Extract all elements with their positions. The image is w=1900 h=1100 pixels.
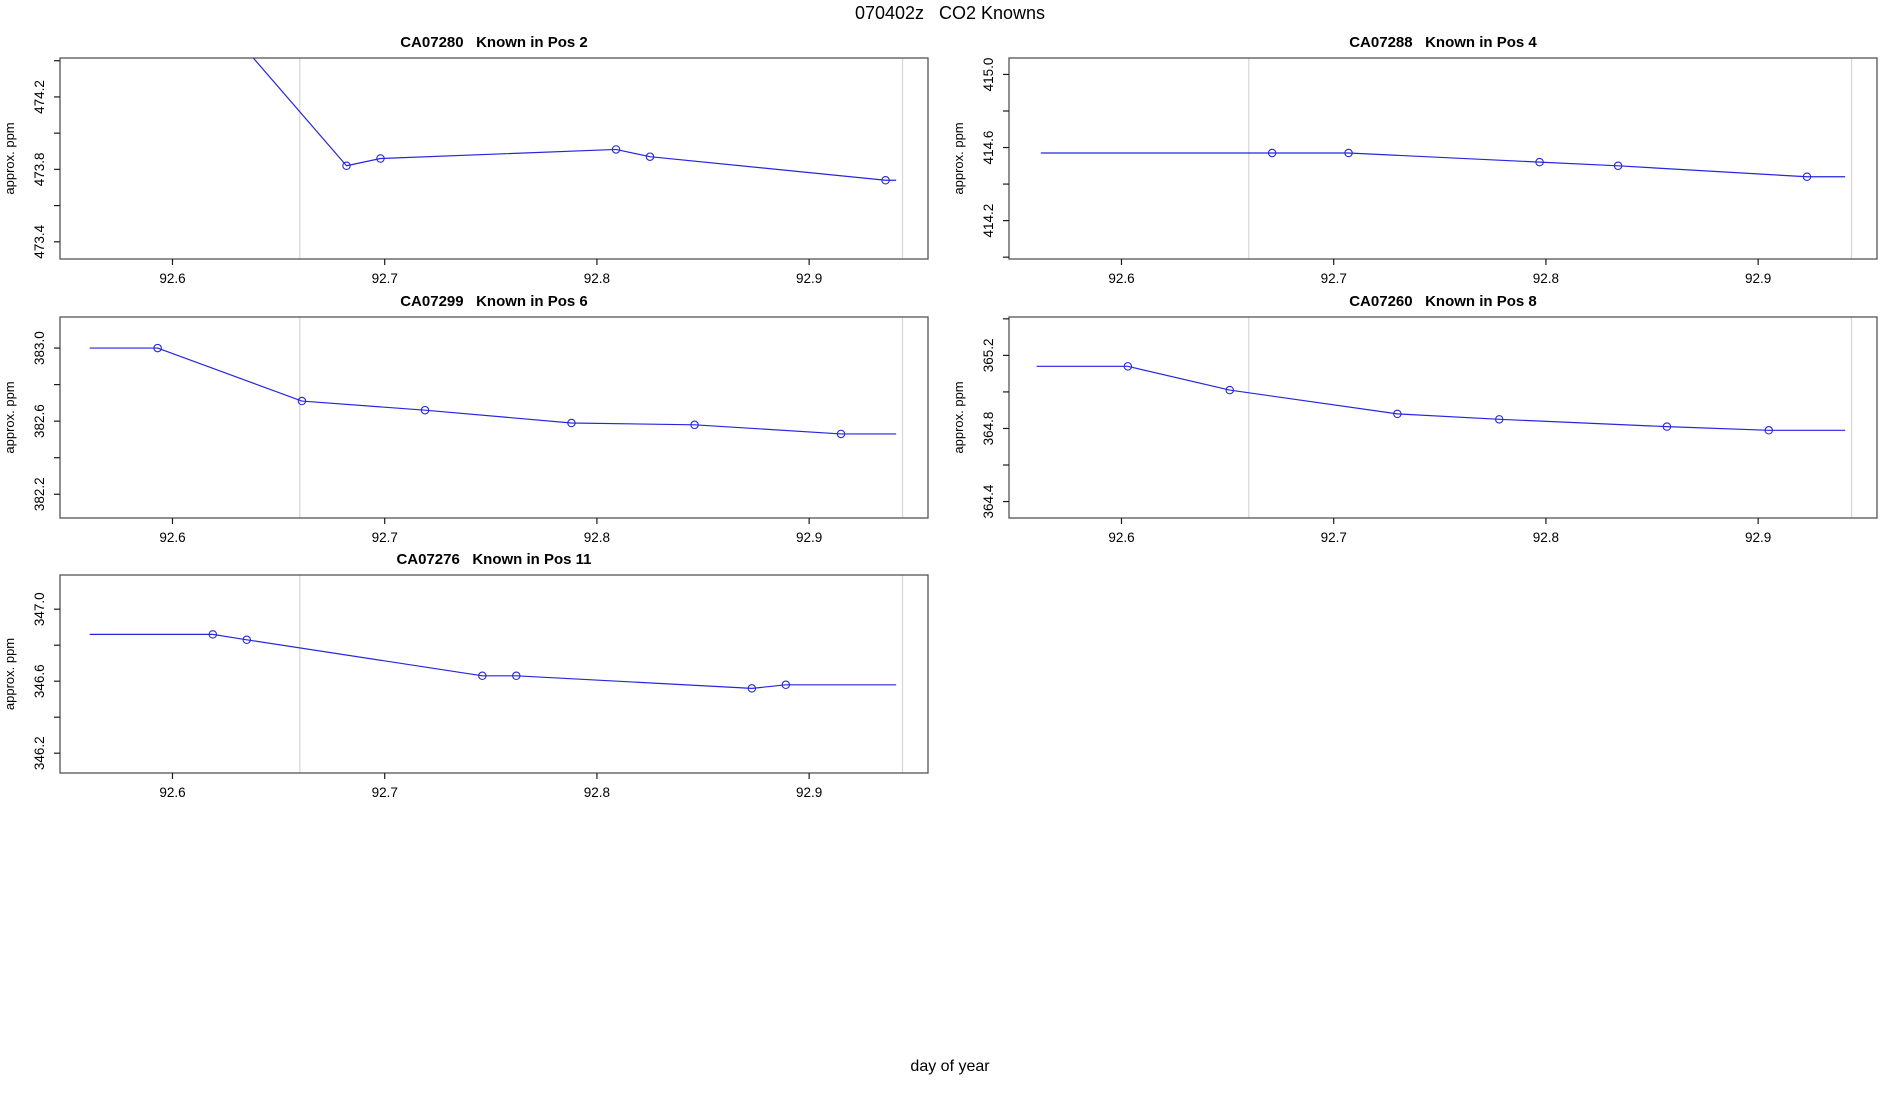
y-tick-label: 383.0 (32, 331, 47, 365)
data-point (881, 175, 890, 184)
x-tick-label: 92.8 (584, 271, 610, 286)
panel-border (1008, 56, 1878, 260)
data-point (153, 343, 162, 353)
x-tick-label: 92.7 (1321, 530, 1347, 545)
y-axis-label: approx. ppm (2, 638, 17, 710)
data-point (1535, 157, 1544, 166)
subplot-title: CA07260 Known in Pos 8 (1349, 293, 1537, 310)
data-point (1393, 409, 1402, 418)
data-point (297, 396, 307, 405)
y-tick-label: 346.2 (32, 737, 47, 771)
x-tick-label: 92.9 (1745, 271, 1771, 286)
data-point (1764, 425, 1774, 435)
x-tick-label: 92.6 (1108, 271, 1134, 286)
x-tick-label: 92.9 (796, 530, 822, 545)
x-tick-label: 92.8 (1533, 271, 1559, 286)
y-tick-label: 414.6 (981, 130, 996, 164)
x-axis-label: day of year (910, 1058, 990, 1075)
data-point (1494, 414, 1504, 424)
x-tick-label: 92.7 (1321, 271, 1347, 286)
figure-title: 070402z CO2 Knowns (854, 3, 1046, 23)
series-group (89, 634, 897, 690)
x-tick-label: 92.6 (159, 271, 185, 286)
subplot-chart-pos4: 92.6 92.7 92.8 92.9 414.2 414.6 415.0 CA07288 K… (951, 34, 1878, 286)
data-point (208, 630, 218, 639)
y-axis-label: approx. ppm (2, 122, 17, 194)
data-point (690, 420, 699, 429)
data-point (242, 635, 252, 645)
y-tick-label: 415.0 (981, 57, 996, 91)
data-point (1123, 361, 1133, 371)
y-tick-label: 347.0 (32, 593, 47, 627)
x-tick-label: 92.6 (159, 785, 185, 800)
data-point (1802, 172, 1812, 181)
data-point (342, 160, 351, 170)
panel-border (1008, 316, 1878, 519)
data-point (376, 153, 385, 163)
y-tick-label: 473.4 (32, 224, 47, 258)
subplot-chart-pos2: 92.6 92.7 92.8 92.9 473.4 473.8 474.2 CA07280 K… (2, 34, 929, 286)
x-tick-label: 92.6 (159, 530, 185, 545)
x-tick-label: 92.7 (372, 271, 398, 286)
data-point (512, 671, 521, 681)
x-tick-label: 92.9 (796, 785, 822, 800)
series-group (1036, 365, 1846, 431)
y-tick-label: 346.6 (32, 665, 47, 699)
series-line (89, 634, 897, 690)
data-point (478, 671, 487, 681)
data-point (420, 405, 430, 415)
x-tick-label: 92.8 (1533, 530, 1559, 545)
data-point (1613, 161, 1623, 170)
y-tick-label: 364.8 (981, 411, 996, 445)
y-tick-label: 414.2 (981, 203, 996, 237)
series-line (89, 347, 897, 435)
data-point (567, 418, 576, 427)
panel-border (59, 574, 929, 774)
series-line (252, 57, 897, 181)
y-axis-label: approx. ppm (951, 122, 966, 194)
data-point (747, 684, 757, 693)
y-axis-label: approx. ppm (2, 381, 17, 453)
data-point (645, 151, 655, 161)
subplot-title: CA07288 Known in Pos 4 (1349, 34, 1537, 51)
subplot-title: CA07299 Known in Pos 6 (400, 293, 588, 310)
series-line (1040, 151, 1846, 177)
panel-border (59, 56, 929, 260)
y-tick-label: 473.8 (32, 152, 47, 186)
series-group (1040, 151, 1846, 177)
panel-border (59, 316, 929, 519)
x-tick-label: 92.7 (372, 785, 398, 800)
y-tick-label: 382.6 (32, 404, 47, 438)
subplot-title: CA07276 Known in Pos 11 (396, 551, 591, 568)
data-point (1225, 385, 1234, 395)
y-tick-label: 474.2 (32, 80, 47, 114)
subplot-chart-pos8: 92.6 92.7 92.8 92.9 364.4 364.8 365.2 CA07260 K… (951, 293, 1878, 545)
series-group (89, 347, 897, 435)
data-point (836, 429, 846, 438)
y-axis-label: approx. ppm (951, 381, 966, 453)
series-line (1036, 365, 1846, 431)
data-point (1267, 148, 1277, 157)
x-tick-label: 92.9 (796, 271, 822, 286)
series-group (252, 57, 897, 181)
x-tick-label: 92.7 (372, 530, 398, 545)
subplot-chart-pos6: 92.6 92.7 92.8 92.9 382.2 382.6 383.0 CA07299 K… (2, 293, 929, 545)
x-tick-label: 92.9 (1745, 530, 1771, 545)
x-tick-label: 92.8 (584, 785, 610, 800)
data-point (781, 680, 791, 690)
subplot-title: CA07280 Known in Pos 2 (400, 34, 588, 51)
y-tick-label: 382.2 (32, 477, 47, 511)
data-point (1344, 148, 1353, 157)
x-tick-label: 92.8 (584, 530, 610, 545)
x-tick-label: 92.6 (1108, 530, 1134, 545)
subplot-chart-pos11: 92.6 92.7 92.8 92.9 346.2 346.6 347.0 CA07276 K… (2, 551, 929, 800)
y-tick-label: 365.2 (981, 338, 996, 372)
data-point (611, 144, 621, 154)
y-tick-label: 364.4 (981, 484, 996, 518)
data-point (1662, 422, 1672, 431)
